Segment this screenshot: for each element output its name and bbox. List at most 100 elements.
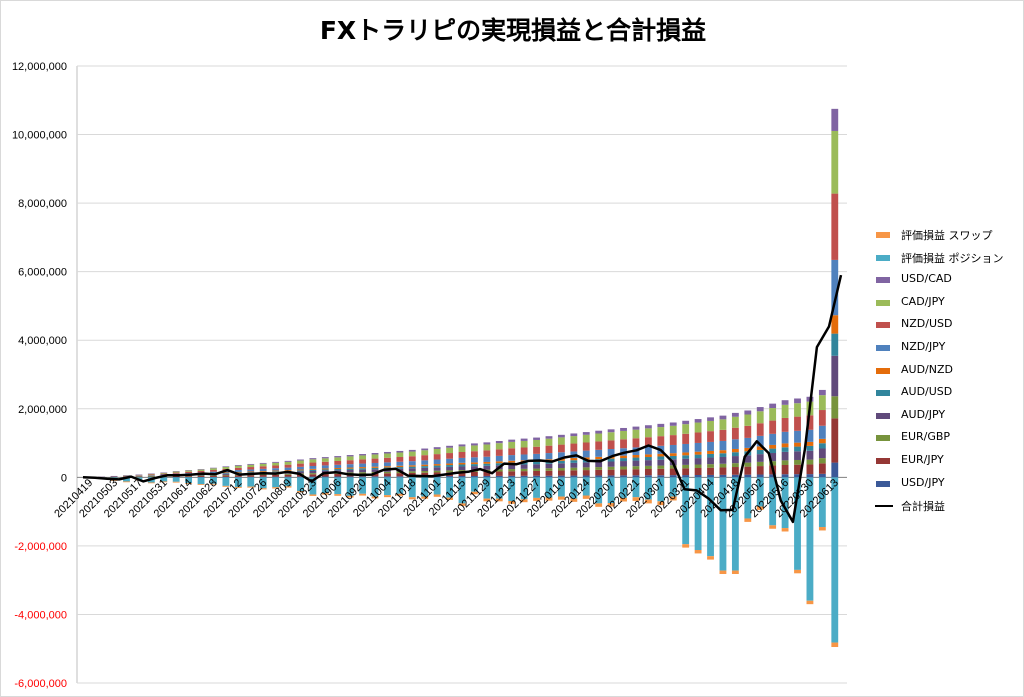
bar-segment [533,470,540,476]
bar-segment [384,451,391,454]
bar-segment [520,438,528,441]
bar-segment [123,475,130,476]
bar-segment [297,459,304,461]
bar-valuation-swap [297,491,304,493]
bar-segment [495,449,503,456]
bar-segment [371,469,379,472]
bar-valuation-swap [471,491,478,495]
bar-segment [632,429,640,439]
bar-segment [396,476,404,478]
bar-segment [731,416,739,428]
bar-segment [644,475,652,478]
bar-segment [197,469,205,470]
bar-segment [669,435,677,445]
bar-segment [657,465,665,469]
bar-valuation-swap [421,496,429,499]
bar-segment [781,417,789,432]
bar-segment [657,456,665,460]
bar-valuation-position [682,477,690,545]
bar-segment [359,469,367,473]
bar-valuation-swap [272,487,280,489]
bar-segment [682,420,690,425]
bar-segment [284,464,292,468]
legend-label: AUD/NZD [901,362,953,376]
bar-segment [272,465,280,469]
bar-segment [433,470,441,473]
bar-segment [570,436,578,444]
bar-segment [371,467,379,470]
bar-segment [346,476,354,478]
bar-valuation-swap [234,486,242,488]
bar-segment [222,466,230,468]
bar-segment [831,315,839,334]
bar-segment [247,472,255,473]
legend-label: USD/JPY [901,475,945,489]
bar-segment [570,443,578,452]
bar-segment [346,467,354,469]
bar-segment [533,464,540,469]
bar-segment [135,475,143,476]
bar-segment [632,466,640,470]
bar-segment [259,476,267,478]
bar-segment [669,422,677,426]
bar-valuation-position [657,477,665,502]
bar-segment [831,355,839,397]
bar-valuation-swap [582,495,590,499]
bar-segment [756,411,764,424]
bar-segment [731,412,739,417]
bar-segment [781,464,789,475]
bar-segment [731,467,739,475]
bar-segment [620,458,627,462]
bar-segment [147,475,155,476]
bar-segment [234,467,242,471]
bar-segment [433,467,441,471]
legend-label: CAD/JPY [901,294,945,308]
bar-segment [533,446,540,454]
bar-segment [495,455,503,462]
bar-segment [135,474,143,476]
bar-segment [607,429,615,433]
bar-segment [657,468,665,476]
bar-valuation-position [371,477,379,497]
bar-segment [259,474,267,476]
bar-valuation-swap [384,495,391,498]
bar-segment [731,427,739,440]
bar-segment [756,449,764,455]
bar-valuation-swap [533,497,540,501]
bar-segment [694,464,702,469]
bar-segment [210,468,217,470]
bar-segment [396,473,404,477]
bar-segment [346,456,354,461]
legend-item: AUD/JPY [871,408,1021,431]
bar-valuation-position [396,477,404,494]
bar-segment [582,432,590,435]
bar-segment [607,440,615,450]
bar-segment [346,460,354,465]
bar-valuation-position [297,477,304,492]
bar-segment [644,428,652,438]
bar-segment [471,462,478,465]
bar-segment [172,476,180,478]
bar-segment [520,471,528,476]
bar-segment [172,472,180,474]
bar-valuation-position [731,477,739,571]
bar-segment [483,444,491,451]
bar-segment [582,450,590,458]
bar-segment [669,475,677,478]
bar-segment [794,403,801,417]
bar-segment [682,433,690,444]
bar-segment [222,475,230,477]
bar-segment [620,439,627,449]
bar-segment [495,469,503,472]
bar-segment [284,470,292,471]
legend-label: EUR/GBP [901,430,951,444]
bar-segment [682,468,690,476]
legend-label: NZD/JPY [901,339,946,353]
bar-valuation-position [570,477,578,499]
bar-segment [557,437,565,445]
bar-segment [632,455,640,458]
bar-valuation-swap [707,556,714,560]
bar-segment [657,475,665,478]
bar-segment [831,130,839,194]
